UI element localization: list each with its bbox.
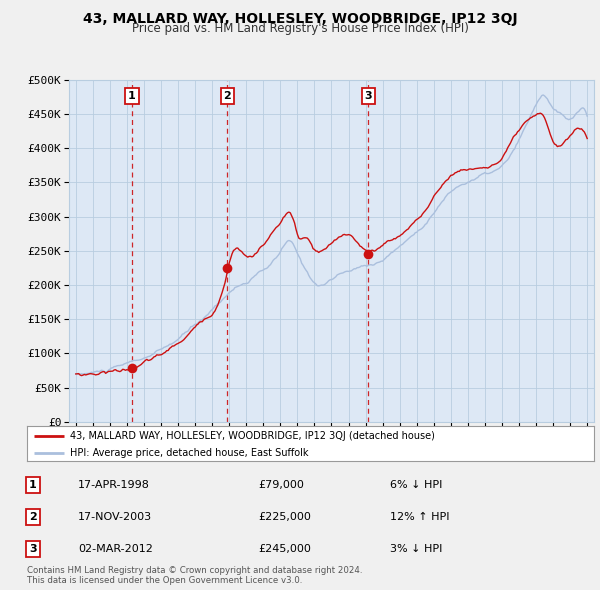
Text: 12% ↑ HPI: 12% ↑ HPI — [390, 512, 449, 522]
Text: Contains HM Land Registry data © Crown copyright and database right 2024.
This d: Contains HM Land Registry data © Crown c… — [27, 566, 362, 585]
Text: £245,000: £245,000 — [258, 544, 311, 553]
Text: 2: 2 — [29, 512, 37, 522]
Text: 17-NOV-2003: 17-NOV-2003 — [78, 512, 152, 522]
Text: 43, MALLARD WAY, HOLLESLEY, WOODBRIDGE, IP12 3QJ (detached house): 43, MALLARD WAY, HOLLESLEY, WOODBRIDGE, … — [70, 431, 434, 441]
Text: £79,000: £79,000 — [258, 480, 304, 490]
Text: 6% ↓ HPI: 6% ↓ HPI — [390, 480, 442, 490]
Text: 3: 3 — [365, 91, 373, 101]
Text: Price paid vs. HM Land Registry's House Price Index (HPI): Price paid vs. HM Land Registry's House … — [131, 22, 469, 35]
Text: 17-APR-1998: 17-APR-1998 — [78, 480, 150, 490]
Text: 1: 1 — [128, 91, 136, 101]
Text: 1: 1 — [29, 480, 37, 490]
Text: 02-MAR-2012: 02-MAR-2012 — [78, 544, 153, 553]
Text: 3: 3 — [29, 544, 37, 553]
Text: £225,000: £225,000 — [258, 512, 311, 522]
Text: 43, MALLARD WAY, HOLLESLEY, WOODBRIDGE, IP12 3QJ: 43, MALLARD WAY, HOLLESLEY, WOODBRIDGE, … — [83, 12, 517, 26]
Text: 2: 2 — [223, 91, 231, 101]
Text: 3% ↓ HPI: 3% ↓ HPI — [390, 544, 442, 553]
Text: HPI: Average price, detached house, East Suffolk: HPI: Average price, detached house, East… — [70, 448, 308, 457]
